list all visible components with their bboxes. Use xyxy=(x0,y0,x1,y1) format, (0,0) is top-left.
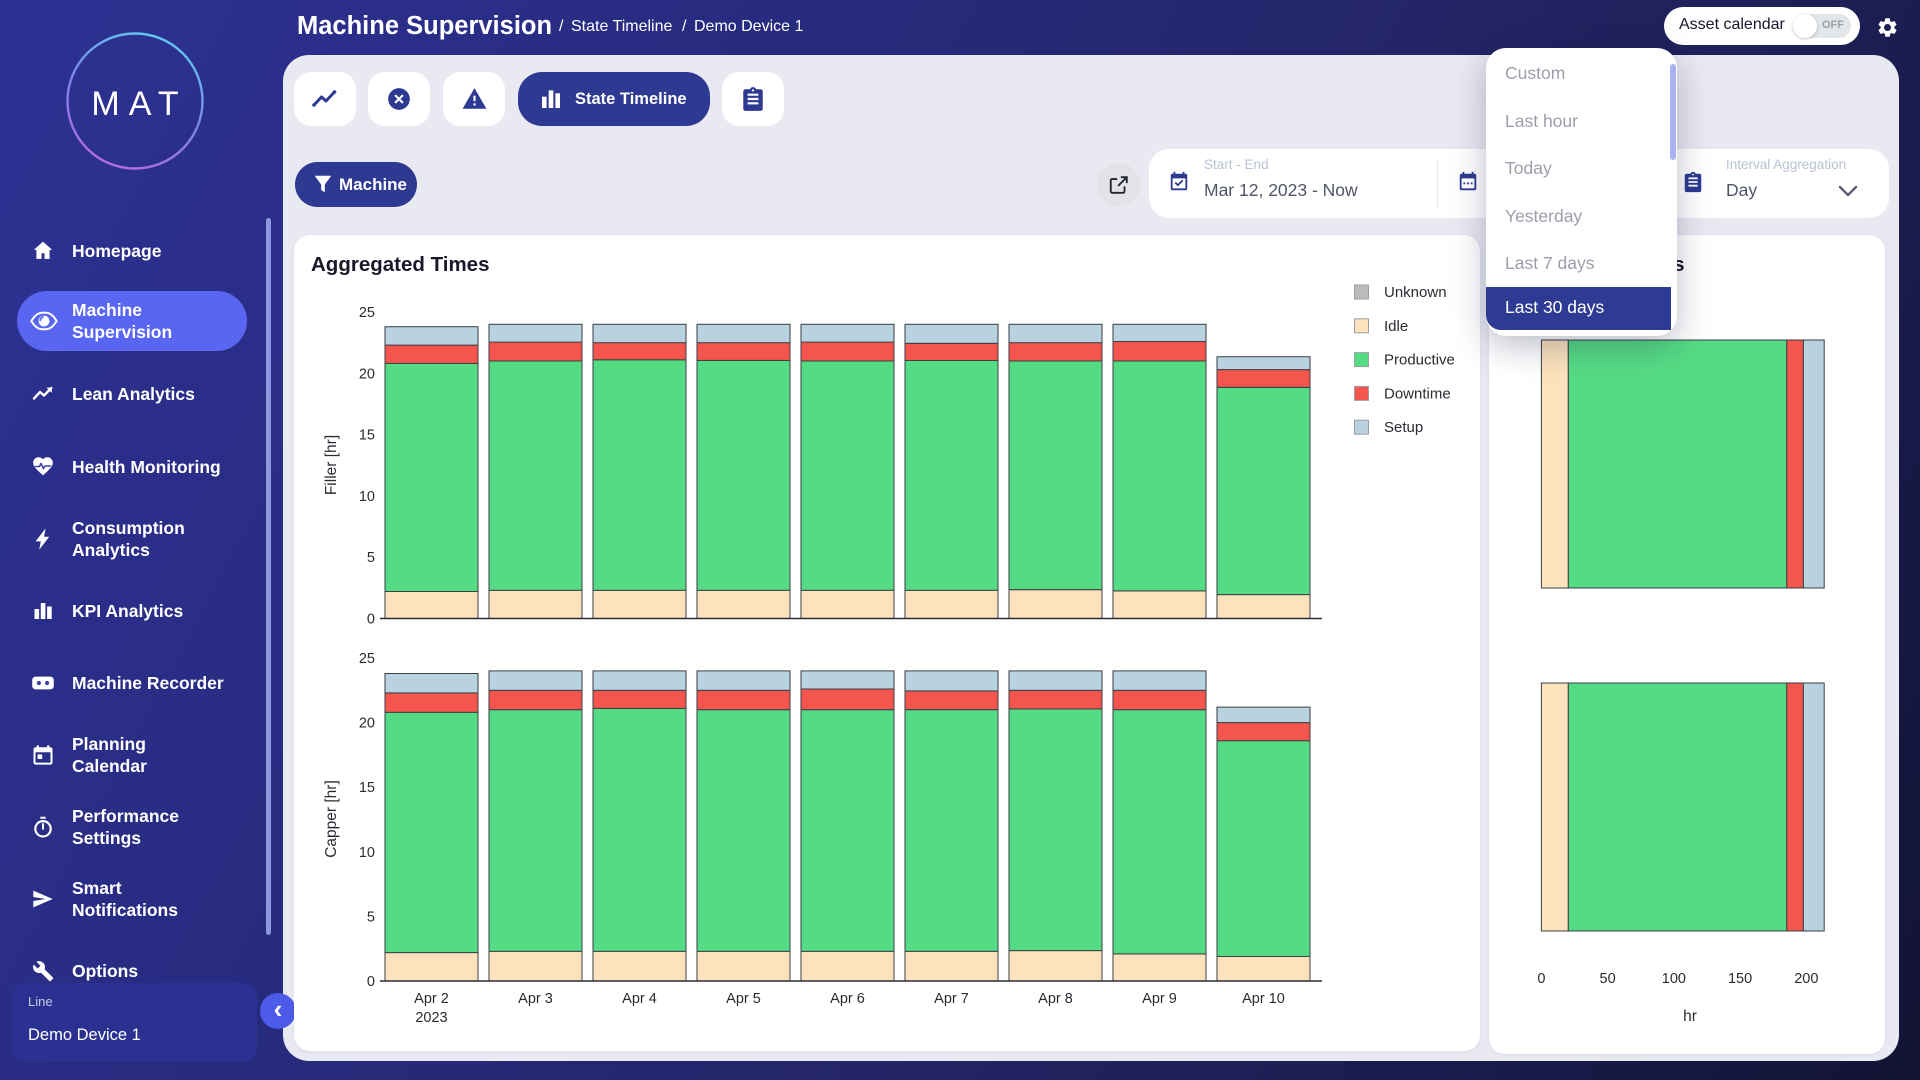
svg-text:0: 0 xyxy=(367,974,375,990)
svg-text:150: 150 xyxy=(1728,971,1752,987)
svg-text:10: 10 xyxy=(359,845,375,861)
svg-text:25: 25 xyxy=(359,305,375,321)
svg-text:5: 5 xyxy=(367,909,375,925)
svg-text:hr: hr xyxy=(1683,1008,1697,1025)
svg-text:2023: 2023 xyxy=(415,1010,447,1026)
svg-text:20: 20 xyxy=(359,366,375,382)
svg-text:Setup: Setup xyxy=(1384,419,1423,436)
svg-text:15: 15 xyxy=(359,428,375,444)
svg-text:Apr 7: Apr 7 xyxy=(934,991,969,1007)
svg-text:Apr 10: Apr 10 xyxy=(1242,991,1285,1007)
svg-text:Capper [hr]: Capper [hr] xyxy=(323,780,340,858)
svg-text:0: 0 xyxy=(367,612,375,628)
svg-text:Productive: Productive xyxy=(1384,352,1455,369)
svg-text:15: 15 xyxy=(359,780,375,796)
svg-text:Apr 8: Apr 8 xyxy=(1038,991,1073,1007)
svg-text:10: 10 xyxy=(359,489,375,505)
svg-text:100: 100 xyxy=(1662,971,1686,987)
svg-text:0: 0 xyxy=(1537,971,1545,987)
svg-text:5: 5 xyxy=(367,550,375,566)
svg-text:Apr 2: Apr 2 xyxy=(414,991,449,1007)
svg-text:Idle: Idle xyxy=(1384,318,1408,335)
svg-text:Apr 4: Apr 4 xyxy=(622,991,657,1007)
svg-text:Apr 6: Apr 6 xyxy=(830,991,865,1007)
svg-text:Downtime: Downtime xyxy=(1384,385,1451,402)
svg-text:25: 25 xyxy=(359,651,375,667)
svg-text:50: 50 xyxy=(1600,971,1616,987)
svg-text:Filler [hr]: Filler [hr] xyxy=(323,435,340,495)
svg-text:Unknown: Unknown xyxy=(1384,284,1447,301)
svg-text:Apr 5: Apr 5 xyxy=(726,991,761,1007)
svg-text:20: 20 xyxy=(359,716,375,732)
svg-text:200: 200 xyxy=(1794,971,1818,987)
svg-text:Apr 3: Apr 3 xyxy=(518,991,553,1007)
svg-text:Apr 9: Apr 9 xyxy=(1142,991,1177,1007)
